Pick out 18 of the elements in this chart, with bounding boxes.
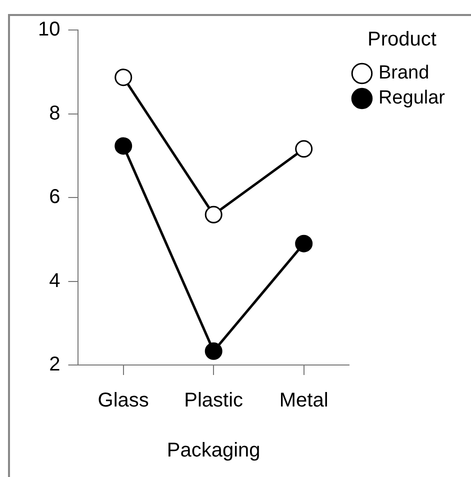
y-tick-label: 6 xyxy=(49,186,60,208)
y-tick-label: 10 xyxy=(38,18,60,41)
legend-label: Regular xyxy=(378,88,446,109)
y-tick-label: 4 xyxy=(49,270,60,292)
point xyxy=(114,137,132,155)
point xyxy=(114,68,132,86)
legend-label: Brand xyxy=(378,62,430,84)
point xyxy=(204,342,222,360)
y-tick-label: 2 xyxy=(49,354,60,376)
point xyxy=(295,140,313,158)
x-tick-label: Glass xyxy=(98,390,149,412)
point xyxy=(204,206,222,224)
x-tick-label: Metal xyxy=(279,390,328,412)
y-tick-label: 8 xyxy=(49,102,60,124)
point xyxy=(295,234,313,252)
legend-title: Product xyxy=(368,28,437,51)
x-axis-title: Packaging xyxy=(166,440,260,462)
x-tick-label: Plastic xyxy=(184,390,244,412)
